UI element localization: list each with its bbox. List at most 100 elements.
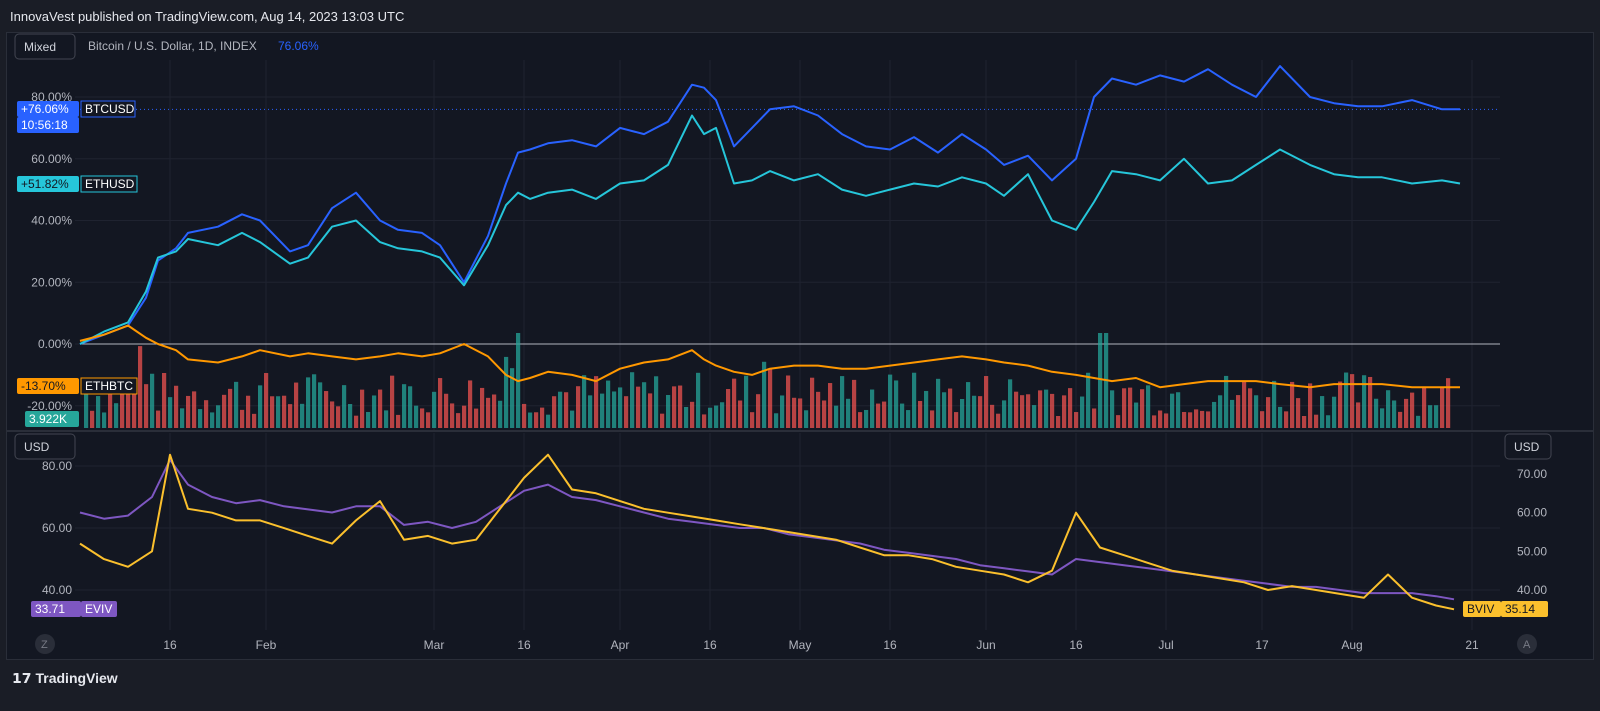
x-tick-label: 17: [1255, 638, 1269, 652]
volume-bar: [228, 388, 233, 428]
volume-bar: [780, 395, 785, 428]
volume-bar: [708, 407, 713, 428]
volume-bar: [648, 393, 653, 428]
volume-bar: [1044, 389, 1049, 428]
volume-bar: [768, 368, 773, 428]
volume-bar: [1074, 412, 1079, 428]
volume-bar: [1224, 375, 1229, 428]
volume-bar: [150, 373, 155, 428]
volume-bar: [1386, 390, 1391, 428]
volume-bar: [168, 397, 173, 428]
mixed-button[interactable]: Mixed: [14, 33, 76, 60]
volume-bar: [756, 394, 761, 428]
volume-bar: [1068, 388, 1073, 428]
volume-bar: [996, 413, 1001, 428]
y-tick-label-lower-right: 60.00: [1517, 506, 1547, 520]
volume-bar: [84, 393, 89, 428]
tradingview-logo[interactable]: 𝟭𝟳 TradingView: [12, 670, 118, 687]
symbol-change: 76.06%: [278, 39, 319, 53]
volume-bar: [1440, 387, 1445, 428]
volume-bar: [342, 385, 347, 428]
eth-value-tag-bg: [17, 176, 79, 192]
volume-bar: [702, 414, 707, 428]
bviv-value-tag-bg: [1501, 601, 1548, 617]
volume-bar: [810, 377, 815, 428]
volume-bar: [1194, 409, 1199, 428]
y-tick-label-upper: 40.00%: [31, 214, 72, 228]
eth-name-border: [80, 175, 138, 193]
y-tick-label-upper: -20.00%: [27, 399, 72, 413]
x-tick-label: Feb: [256, 638, 277, 652]
volume-bar: [840, 376, 845, 428]
y-tick-label-lower-left: 80.00: [42, 459, 72, 473]
volume-bar: [540, 407, 545, 428]
volume-bar: [894, 380, 899, 428]
btc-name-tag: BTCUSD: [85, 102, 135, 116]
volume-bar: [414, 405, 419, 428]
volume-bar: [816, 391, 821, 428]
volume-bar: [612, 391, 617, 428]
volume-bar: [564, 392, 569, 428]
volume-bar: [486, 397, 491, 428]
usd-left-button[interactable]: USD: [14, 433, 76, 460]
volume-bar: [480, 387, 485, 428]
zoom-reset-label: Z: [41, 639, 48, 651]
volume-bar: [312, 374, 317, 428]
volume-bar: [804, 410, 809, 428]
published-text: InnovaVest published on TradingView.com,…: [10, 9, 405, 24]
volume-bar: [888, 374, 893, 428]
volume-bar: [1416, 415, 1421, 428]
eviv-value-tag-bg: [31, 601, 81, 617]
volume-bar: [1356, 402, 1361, 428]
ethbtc-name-tag: ETHBTC: [85, 379, 133, 393]
eth-name-tag-bg: [81, 176, 137, 192]
volume-bar: [408, 386, 413, 428]
volume-bar: [318, 382, 323, 428]
auto-scale-button[interactable]: A: [1517, 634, 1537, 654]
volume-bar: [1056, 415, 1061, 428]
volume-bar: [1248, 388, 1253, 428]
symbol-title: Bitcoin / U.S. Dollar, 1D, INDEX: [88, 39, 257, 53]
volume-bar: [510, 368, 515, 428]
footer: [0, 661, 1600, 711]
volume-bar: [246, 395, 251, 428]
volume-bar: [222, 394, 227, 428]
volume-bar: [1266, 397, 1271, 428]
volume-bar: [1308, 383, 1313, 428]
volume-bar: [1218, 395, 1223, 428]
volume-bar: [852, 379, 857, 428]
volume-bar: [288, 404, 293, 428]
volume-bar: [294, 382, 299, 428]
lower-pane-grid: [75, 433, 1500, 630]
tradingview-brand: TradingView: [35, 670, 118, 686]
volume-bar: [366, 411, 371, 428]
volume-bar: [900, 403, 905, 428]
volume-bar: [696, 372, 701, 428]
volume-bar: [1206, 411, 1211, 428]
volume-bar: [912, 372, 917, 428]
volume-bar: [156, 410, 161, 428]
volume-bar: [546, 414, 551, 428]
volume-bar: [390, 375, 395, 428]
usd-right-button[interactable]: USD: [1504, 433, 1552, 460]
volume-bar: [1188, 412, 1193, 428]
zoom-reset-button[interactable]: Z: [35, 634, 55, 654]
volume-bar: [666, 394, 671, 428]
y-tick-label-upper: 20.00%: [31, 275, 72, 289]
x-tick-label: Jul: [1158, 638, 1173, 652]
volume-bar: [558, 391, 563, 428]
volume-bar: [552, 396, 557, 428]
volume-bar: [114, 403, 119, 428]
volume-bar: [108, 389, 113, 428]
volume-bar: [660, 413, 665, 428]
eviv-name-tag: EVIV: [85, 602, 112, 616]
volume-bar: [1302, 415, 1307, 428]
y-tick-label-upper: 0.00%: [38, 337, 72, 351]
volume-bar: [456, 413, 461, 428]
volume-bar: [1338, 381, 1343, 428]
volume-bar: [240, 409, 245, 428]
volume-bar: [948, 388, 953, 428]
volume-bar: [924, 390, 929, 428]
ethbtc-value-tag-bg: [17, 378, 79, 394]
